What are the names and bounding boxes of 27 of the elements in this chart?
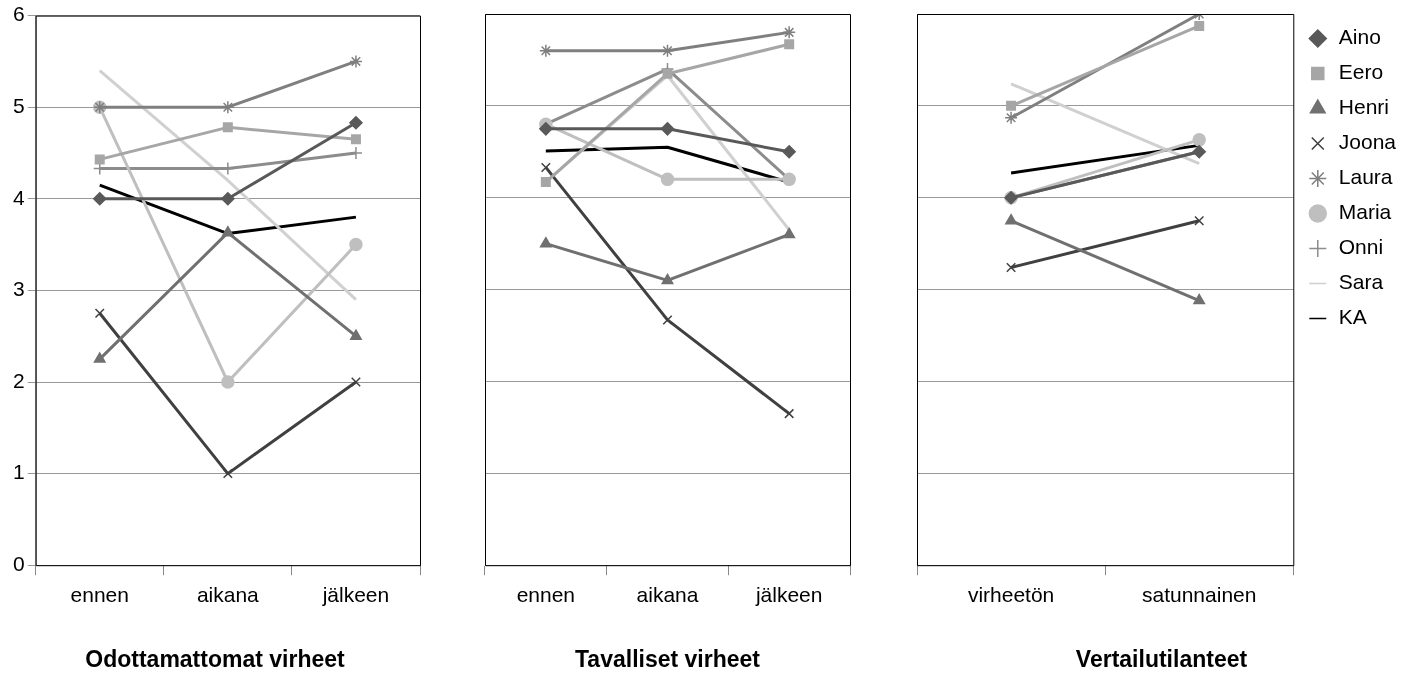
text: Odottamattomat virheet [85, 645, 346, 672]
x-tick-label: satunnainen [1141, 582, 1257, 606]
legend-label: Laura [1338, 165, 1393, 189]
legend-label: Joona [1338, 130, 1397, 154]
y-tick-label: 2 [12, 368, 25, 392]
x-tick-label: aikana [196, 582, 260, 606]
legend-label: Eero [1338, 60, 1384, 84]
y-tick-label: 3 [12, 277, 25, 301]
x-tick-label: jälkeen [321, 582, 390, 606]
y-tick-label: 6 [12, 2, 25, 26]
x-tick-label: ennen [70, 582, 129, 606]
x-tick-label: aikana [636, 582, 699, 606]
text: Vertailutilanteet [1075, 645, 1248, 672]
y-tick-label: 5 [12, 94, 25, 117]
legend-label: Henri [1338, 95, 1389, 119]
legend-label: Aino [1338, 25, 1381, 49]
text: Tavalliset virheet [575, 645, 761, 672]
legend-label: Sara [1338, 270, 1384, 294]
y-tick-label: 4 [12, 185, 25, 209]
y-tick-label: 1 [12, 460, 25, 484]
legend-label: Onni [1338, 235, 1384, 259]
x-tick-label: jälkeen [754, 582, 823, 606]
legend-label: KA [1338, 305, 1367, 329]
x-tick-label: ennen [516, 582, 576, 606]
legend-label: Maria [1338, 200, 1392, 224]
y-tick-label: 0 [12, 552, 25, 575]
x-tick-label: virheetön [967, 582, 1055, 606]
